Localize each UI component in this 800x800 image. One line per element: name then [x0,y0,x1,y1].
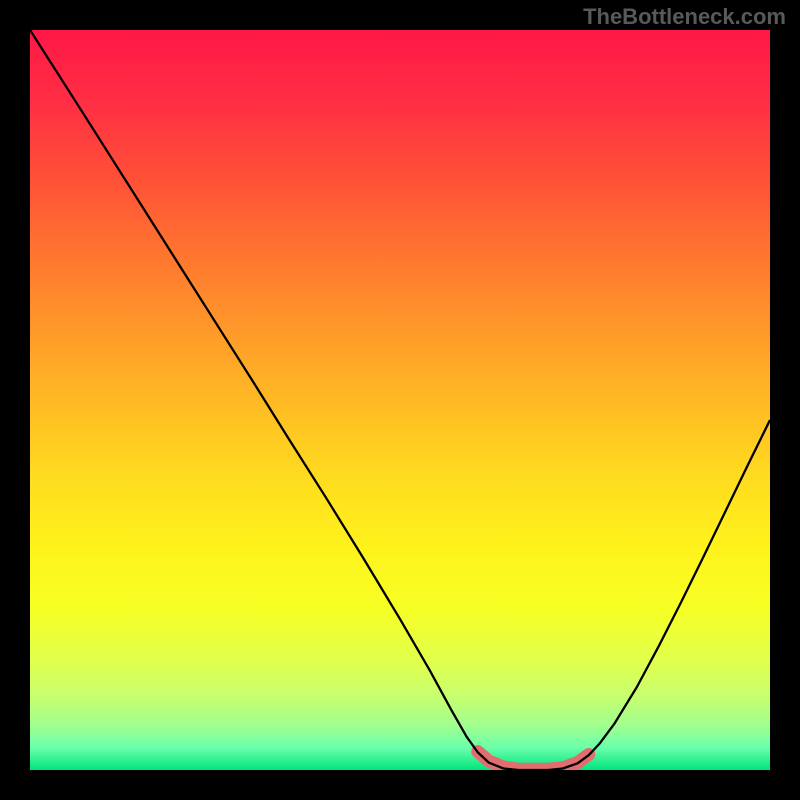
attribution-label: TheBottleneck.com [583,4,786,30]
gradient-background [30,30,770,770]
plot-area [30,30,770,770]
